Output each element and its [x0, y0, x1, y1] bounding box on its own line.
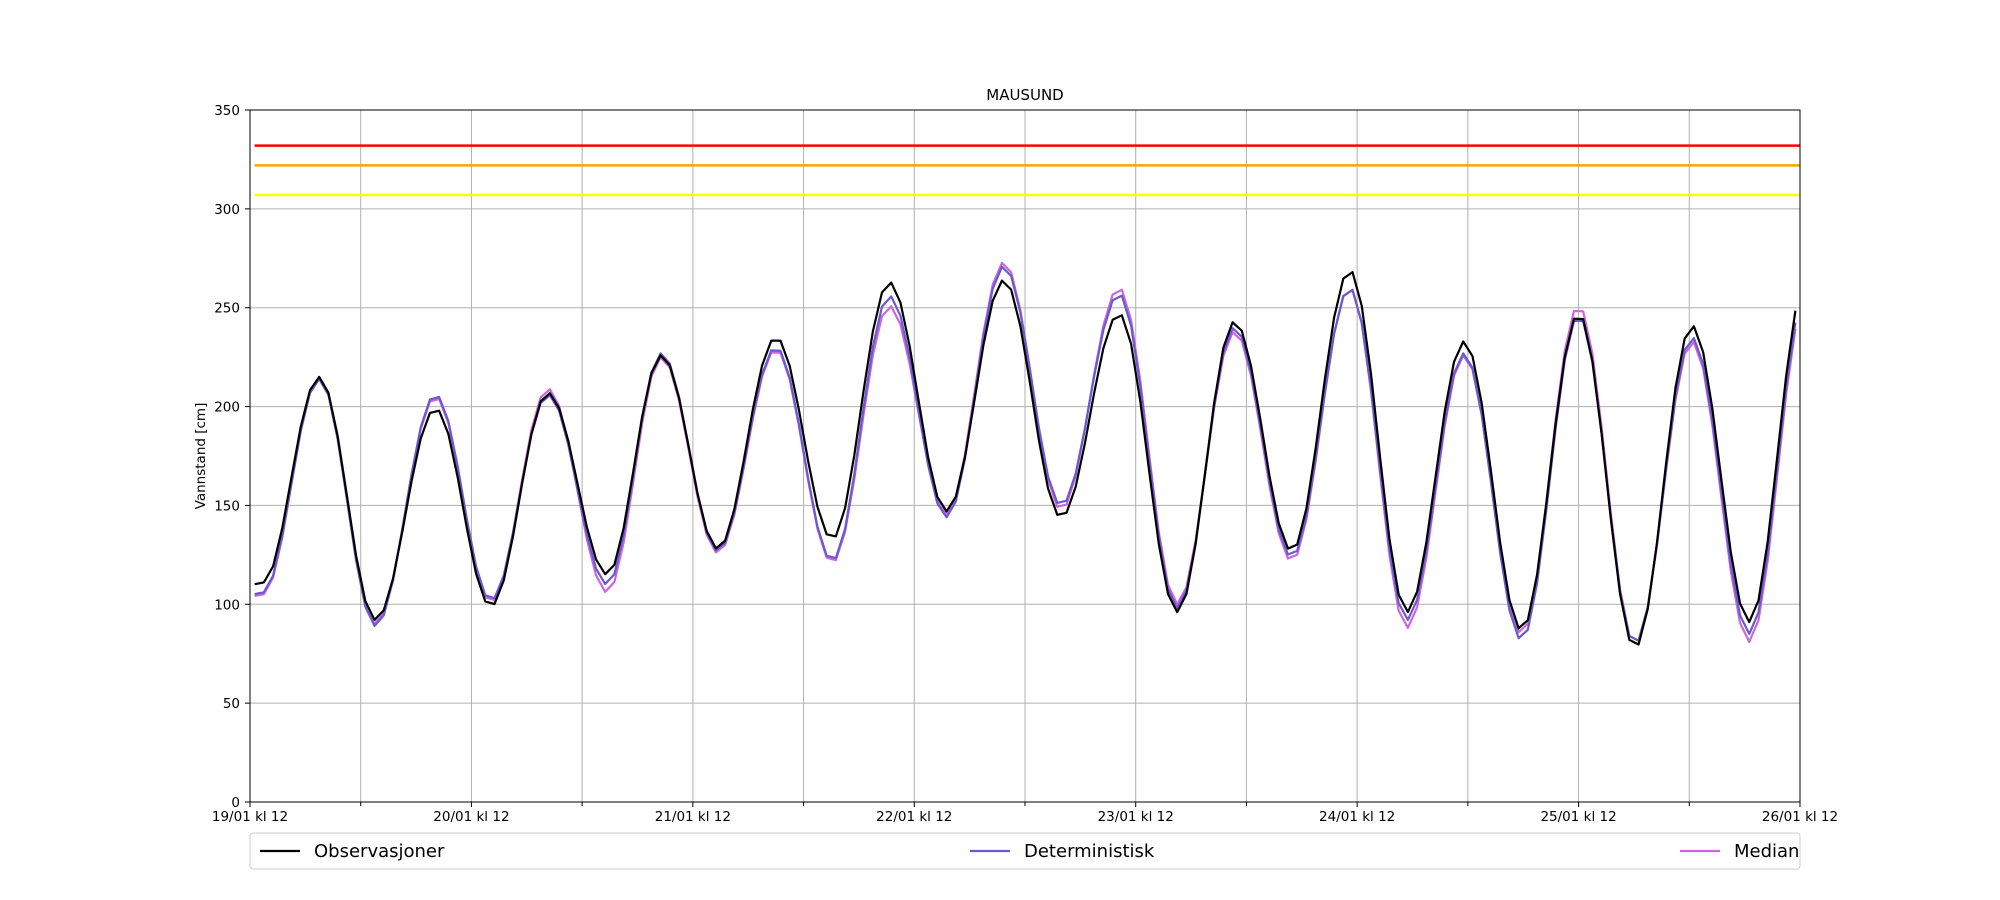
- x-tick-label: 23/01 kl 12: [1098, 809, 1174, 825]
- y-tick-label: 300: [214, 202, 240, 218]
- x-tick-label: 26/01 kl 12: [1762, 809, 1838, 825]
- threshold-lines: [254, 144, 1800, 197]
- y-tick-label: 50: [223, 696, 240, 712]
- y-tick-label: 0: [231, 795, 240, 811]
- grid: [249, 109, 1801, 803]
- chart-title: MAUSUND: [986, 86, 1063, 104]
- y-tick-label: 150: [214, 498, 240, 514]
- x-tick-label: 19/01 kl 12: [212, 809, 288, 825]
- y-tick-label: 200: [214, 400, 240, 416]
- x-tick-label: 24/01 kl 12: [1319, 809, 1395, 825]
- legend-label: Observasjoner: [314, 841, 445, 862]
- y-tick-label: 100: [214, 597, 240, 613]
- series-line-obs: [254, 271, 1797, 646]
- legend: Observasjoner Deterministisk Median: [249, 832, 1801, 870]
- legend-box: [249, 832, 1801, 870]
- x-tick-label: 21/01 kl 12: [655, 809, 731, 825]
- legend-label: Deterministisk: [1024, 841, 1155, 862]
- x-tick-label: 22/01 kl 12: [876, 809, 952, 825]
- legend-label: Median: [1734, 841, 1799, 862]
- x-tick-label: 20/01 kl 12: [433, 809, 509, 825]
- y-axis-ticks: 0 50 100 150 200 250 300 350: [214, 103, 250, 811]
- y-tick-label: 250: [214, 301, 240, 317]
- x-axis-ticks: 19/01 kl 12 20/01 kl 12 21/01 kl 12 22/01 k…: [212, 802, 1838, 825]
- series-lines: [254, 261, 1797, 646]
- x-tick-label: 25/01 kl 12: [1540, 809, 1616, 825]
- y-axis-label: Vannstand [cm]: [193, 403, 209, 510]
- y-tick-label: 350: [214, 103, 240, 119]
